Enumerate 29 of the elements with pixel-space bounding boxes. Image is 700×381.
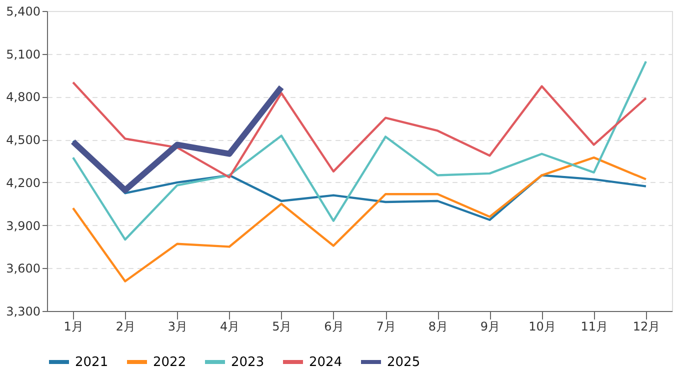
x-tick-label: 9月 <box>480 320 500 334</box>
legend-label: 2024 <box>309 355 342 370</box>
y-tick-label: 4,200 <box>6 176 40 190</box>
y-tick-label: 4,500 <box>6 133 40 148</box>
legend-label: 2022 <box>153 355 186 370</box>
legend-label: 2021 <box>75 355 108 370</box>
y-tick-label: 5,400 <box>6 4 40 18</box>
legend-label: 2023 <box>231 355 264 370</box>
x-tick-label: 7月 <box>376 320 396 334</box>
legend-label: 2025 <box>387 355 420 370</box>
y-tick-label: 3,900 <box>6 218 40 233</box>
y-tick-label: 5,100 <box>6 47 40 62</box>
line-series <box>72 156 648 282</box>
x-tick-label: 6月 <box>324 320 344 334</box>
x-tick-label: 1月 <box>64 320 84 334</box>
x-tick-label: 3月 <box>168 320 188 334</box>
x-tick-label: 2月 <box>116 320 136 334</box>
x-tick-label: 4月 <box>220 320 240 334</box>
line-series <box>72 140 648 221</box>
x-tick-label: 11月 <box>580 320 608 334</box>
y-tick-label: 4,800 <box>6 90 40 104</box>
x-tick-label: 5月 <box>272 320 292 334</box>
line-series <box>72 60 648 241</box>
x-tick-label: 10月 <box>528 320 556 334</box>
y-tick-label: 3,600 <box>6 262 40 276</box>
x-tick-label: 12月 <box>632 320 660 334</box>
y-tick-label: 3,300 <box>6 304 40 318</box>
line-series <box>72 81 648 178</box>
x-tick-label: 8月 <box>428 320 448 334</box>
